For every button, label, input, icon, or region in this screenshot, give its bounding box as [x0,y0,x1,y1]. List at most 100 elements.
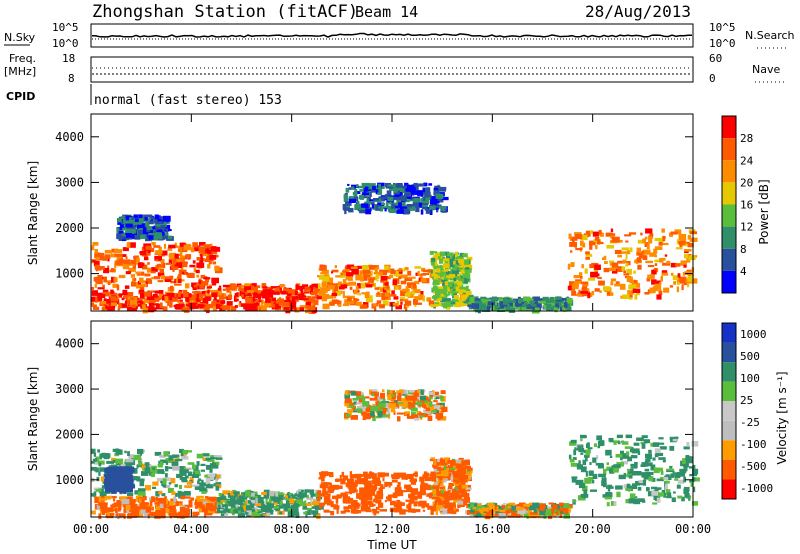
heatmap-cell [487,301,496,305]
heatmap-cell [585,457,588,462]
heatmap-cell [457,475,461,481]
heatmap-cell [155,506,161,512]
heatmap-cell [117,306,121,311]
heatmap-cell [135,300,142,304]
heatmap-cell [539,307,542,312]
heatmap-cell [144,306,153,312]
heatmap-cell [126,298,132,305]
heatmap-cell [458,488,466,494]
heatmap-cell [156,477,163,482]
heatmap-cell [391,476,400,480]
heatmap-cell [307,301,312,307]
heatmap-cell [110,289,114,294]
heatmap-cell [441,268,449,272]
heatmap-cell [148,235,154,240]
date-title: 28/Aug/2013 [585,2,691,21]
heatmap-cell [628,475,633,479]
heatmap-cell [274,505,280,509]
heatmap-cell [399,296,405,299]
heatmap-cell [125,256,128,259]
heatmap-cell [378,502,384,508]
heatmap-cell [165,262,171,265]
heatmap-cell [174,304,178,309]
heatmap-cell [508,502,516,505]
colorbar-tick-label: -500 [740,460,767,473]
heatmap-cell [539,502,542,506]
heatmap-cell [399,507,403,511]
heatmap-cell [458,497,462,501]
heatmap-cell [592,457,597,463]
heatmap-cell [160,225,166,230]
heatmap-cell [305,503,312,507]
heatmap-cell [363,276,368,281]
heatmap-cell [306,497,314,500]
heatmap-cell [188,501,191,507]
heatmap-cell [215,457,223,460]
heatmap-cell [380,484,384,489]
heatmap-cell [321,281,327,288]
heatmap-cell [621,441,629,445]
heatmap-cell [357,474,363,478]
heatmap-cell [127,467,135,472]
heatmap-cell [423,401,431,408]
heatmap-cell [192,242,198,248]
heatmap-cell [399,473,404,478]
heatmap-cell [202,457,207,461]
heatmap-cell [120,464,125,467]
heatmap-cell [385,276,391,280]
heatmap-cell [429,205,436,210]
heatmap-cell [450,463,458,466]
heatmap-cell [672,275,679,281]
heatmap-cell [604,261,608,264]
heatmap-cell [273,497,279,503]
heatmap-cell [454,264,458,270]
heatmap-cell [163,504,168,509]
heatmap-cell [350,474,356,479]
heatmap-cell [222,288,226,291]
heatmap-cell [230,504,237,509]
heatmap-cell [320,471,329,477]
heatmap-cell [104,479,107,482]
heatmap-cell [152,467,155,471]
heatmap-cell [443,284,448,291]
heatmap-cell [584,454,590,458]
heatmap-cell [278,495,284,500]
heatmap-region [216,283,324,314]
heatmap-cell [637,498,645,502]
heatmap-region [91,289,223,314]
heatmap-cell [449,278,457,281]
heatmap-cell [285,504,291,508]
heatmap-cell [316,513,321,519]
heatmap-cell [665,489,671,495]
heatmap-cell [610,228,614,233]
heatmap-cell [159,293,163,298]
colorbar-tick-label: 16 [740,199,753,212]
heatmap-cell [398,403,406,407]
heatmap-cell [257,293,261,300]
heatmap-cell [183,466,186,470]
heatmap-cell [119,474,123,480]
heatmap-cell [450,300,455,303]
heatmap-cell [174,242,177,246]
heatmap-cell [462,259,470,265]
heatmap-cell [641,462,647,466]
heatmap-cell [144,247,151,254]
heatmap-cell [408,502,412,506]
heatmap-cell [440,269,443,274]
heatmap-cell [344,398,352,404]
heatmap-cell [112,497,116,502]
heatmap-cell [389,274,394,278]
heatmap-cell [404,192,411,197]
heatmap-cell [628,284,637,290]
heatmap-cell [474,300,483,304]
heatmap-cell [344,299,352,304]
heatmap-cell [352,198,356,202]
heatmap-cell [360,499,366,505]
heatmap-cell [102,258,108,261]
heatmap-cell [335,291,341,296]
heatmap-cell [210,457,218,460]
heatmap-cell [318,477,324,480]
heatmap-cell [594,288,600,292]
heatmap-cell [154,219,158,223]
heatmap-cell [498,513,506,519]
